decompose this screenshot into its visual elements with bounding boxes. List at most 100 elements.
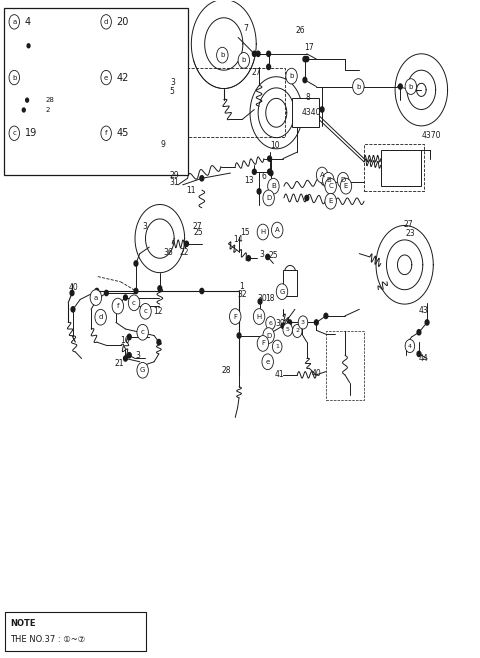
- Circle shape: [283, 323, 292, 336]
- Text: 3: 3: [259, 250, 264, 259]
- Text: 4340: 4340: [302, 108, 322, 116]
- Circle shape: [71, 307, 75, 312]
- Text: 9: 9: [161, 139, 166, 149]
- Circle shape: [247, 255, 251, 261]
- Text: 25: 25: [193, 228, 203, 237]
- Circle shape: [9, 70, 20, 85]
- Text: 6: 6: [269, 320, 273, 326]
- Circle shape: [323, 172, 334, 188]
- Text: b: b: [241, 57, 246, 63]
- Text: 33: 33: [292, 326, 302, 336]
- Circle shape: [95, 288, 99, 293]
- Text: 14: 14: [233, 236, 243, 244]
- Circle shape: [185, 241, 189, 247]
- Text: D: D: [340, 177, 346, 184]
- Circle shape: [137, 363, 148, 378]
- Text: D: D: [266, 332, 271, 339]
- Circle shape: [23, 108, 25, 112]
- Circle shape: [325, 178, 336, 194]
- Text: 4: 4: [408, 343, 412, 349]
- Circle shape: [405, 340, 415, 353]
- Text: 42: 42: [117, 72, 129, 82]
- Text: d: d: [104, 19, 108, 25]
- Circle shape: [288, 320, 291, 325]
- Text: NOTE: NOTE: [10, 619, 36, 628]
- FancyBboxPatch shape: [381, 150, 421, 186]
- Text: b: b: [408, 84, 413, 89]
- Text: 27: 27: [252, 68, 261, 76]
- Text: 28: 28: [222, 366, 231, 375]
- Text: G: G: [140, 367, 145, 373]
- Circle shape: [237, 333, 241, 338]
- Text: B: B: [326, 177, 331, 184]
- Circle shape: [101, 14, 111, 29]
- Circle shape: [257, 189, 261, 194]
- Text: b: b: [220, 52, 225, 58]
- Text: 27: 27: [403, 220, 413, 229]
- Circle shape: [216, 47, 228, 63]
- Circle shape: [127, 334, 131, 340]
- Circle shape: [314, 320, 318, 325]
- Text: D: D: [266, 195, 271, 201]
- Circle shape: [256, 51, 260, 57]
- Circle shape: [229, 309, 241, 324]
- Text: e: e: [265, 359, 270, 365]
- Circle shape: [353, 79, 364, 95]
- Circle shape: [263, 190, 275, 206]
- Text: c: c: [132, 300, 136, 306]
- Text: F: F: [261, 340, 265, 346]
- FancyBboxPatch shape: [292, 98, 319, 127]
- Circle shape: [138, 330, 142, 335]
- Circle shape: [268, 178, 279, 194]
- Circle shape: [305, 57, 309, 62]
- Text: 17: 17: [304, 43, 314, 52]
- Circle shape: [286, 68, 297, 84]
- Text: 8: 8: [305, 93, 310, 102]
- Circle shape: [140, 303, 151, 319]
- Circle shape: [337, 172, 349, 188]
- Circle shape: [268, 169, 272, 174]
- Circle shape: [266, 254, 270, 259]
- Circle shape: [137, 324, 148, 340]
- Circle shape: [252, 51, 256, 57]
- Text: 3: 3: [135, 351, 140, 361]
- Text: H: H: [260, 229, 265, 235]
- Circle shape: [269, 170, 273, 176]
- Text: b: b: [12, 74, 16, 80]
- FancyBboxPatch shape: [4, 8, 188, 175]
- Circle shape: [101, 70, 111, 85]
- FancyBboxPatch shape: [5, 612, 146, 651]
- Circle shape: [417, 351, 421, 357]
- Circle shape: [70, 290, 74, 295]
- Circle shape: [410, 88, 414, 93]
- Circle shape: [101, 126, 111, 140]
- Text: 26: 26: [296, 26, 305, 36]
- Circle shape: [133, 303, 137, 309]
- Circle shape: [25, 98, 28, 102]
- Circle shape: [257, 224, 269, 240]
- Circle shape: [134, 288, 138, 293]
- Text: 28: 28: [45, 97, 54, 103]
- Text: 16: 16: [120, 336, 130, 345]
- Circle shape: [105, 290, 108, 295]
- Circle shape: [134, 261, 138, 266]
- Text: a: a: [12, 19, 16, 25]
- Circle shape: [200, 176, 204, 181]
- Circle shape: [267, 64, 271, 70]
- Text: 32: 32: [237, 290, 247, 299]
- Circle shape: [325, 193, 336, 209]
- Circle shape: [200, 288, 204, 293]
- Circle shape: [265, 333, 269, 338]
- Text: 27: 27: [192, 222, 202, 231]
- Text: c: c: [144, 309, 147, 315]
- Text: 21: 21: [115, 359, 124, 368]
- Text: 35: 35: [404, 342, 414, 351]
- Text: 3: 3: [171, 78, 176, 87]
- Text: 41: 41: [275, 370, 284, 380]
- Text: 3: 3: [301, 320, 305, 325]
- Circle shape: [303, 57, 307, 62]
- Text: 4370: 4370: [421, 131, 441, 140]
- Text: 38: 38: [282, 325, 292, 334]
- Circle shape: [303, 78, 307, 83]
- Text: 6: 6: [262, 172, 266, 182]
